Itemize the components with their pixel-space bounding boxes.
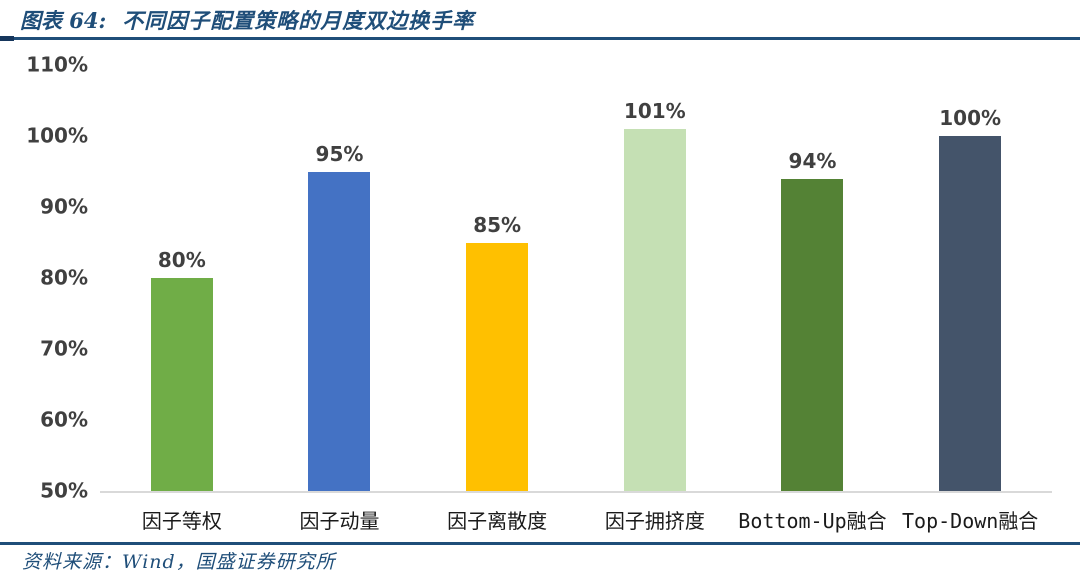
category-label: 因子等权 bbox=[141, 509, 222, 533]
bar-slot: 101% 因子拥挤度 bbox=[576, 65, 734, 533]
bar bbox=[781, 178, 844, 491]
header-divider-cap bbox=[0, 36, 14, 41]
bar-slot: 94% Bottom-Up融合 bbox=[734, 65, 892, 533]
plot-area: 80% 因子等权 95% 因子动量 85% 因子离散度 101% 因子拥挤度 94% Bottom… bbox=[103, 65, 1049, 534]
category-label: 因子离散度 bbox=[447, 509, 548, 533]
bar-value-label: 85% bbox=[473, 212, 522, 237]
figure-header: 图表 64: 不同因子配置策略的月度双边换手率 bbox=[20, 5, 474, 35]
header-divider bbox=[0, 36, 1080, 41]
y-tick-label: 110% bbox=[26, 52, 88, 77]
bar bbox=[466, 242, 529, 491]
turnover-bar-chart: 110% 100% 90% 80% 70% 60% 50% 80% 因子等权 95% 因子动量 85… bbox=[0, 53, 1080, 534]
bar-slot: 95% 因子动量 bbox=[261, 65, 419, 534]
bar-value-label: 94% bbox=[788, 148, 837, 173]
y-tick-label: 80% bbox=[40, 265, 88, 290]
y-tick-label: 70% bbox=[40, 336, 88, 361]
category-label: 因子动量 bbox=[299, 509, 380, 533]
figure-title: 不同因子配置策略的月度双边换手率 bbox=[122, 8, 475, 33]
bar bbox=[939, 136, 1002, 491]
y-tick-label: 90% bbox=[40, 194, 88, 219]
bar-value-label: 80% bbox=[157, 248, 206, 272]
bar bbox=[150, 278, 213, 491]
footer-divider bbox=[0, 542, 1080, 545]
y-tick-label: 100% bbox=[26, 123, 88, 148]
category-label: 因子拥挤度 bbox=[604, 509, 705, 533]
category-label: Top-Down融合 bbox=[901, 509, 1039, 533]
bar-value-label: 95% bbox=[315, 141, 364, 166]
bar-slot: 85% 因子离散度 bbox=[418, 65, 576, 534]
bar bbox=[308, 171, 371, 491]
bar-value-label: 100% bbox=[939, 106, 1002, 130]
y-axis: 110% 100% 90% 80% 70% 60% 50% bbox=[0, 53, 88, 503]
figure-number-label: 图表 64: bbox=[20, 8, 107, 33]
bar bbox=[623, 128, 686, 491]
x-axis-line bbox=[100, 491, 1052, 493]
category-label: Bottom-Up融合 bbox=[738, 509, 887, 533]
source-note: 资料来源：Wind，国盛证券研究所 bbox=[22, 551, 336, 572]
bar-slot: 80% 因子等权 bbox=[103, 65, 261, 533]
y-tick-label: 60% bbox=[40, 407, 88, 432]
bar-slot: 100% Top-Down融合 bbox=[891, 65, 1049, 533]
bar-value-label: 101% bbox=[623, 98, 686, 123]
y-tick-label: 50% bbox=[40, 478, 88, 503]
